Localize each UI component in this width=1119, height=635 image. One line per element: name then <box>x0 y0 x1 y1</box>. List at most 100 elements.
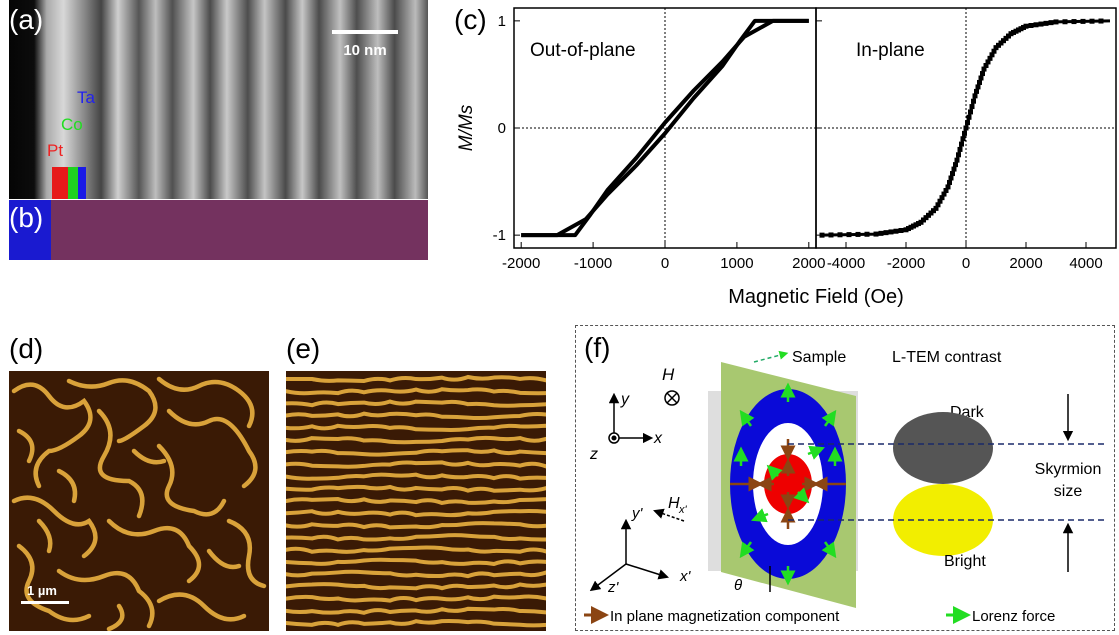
panel-label-b: (b) <box>9 202 44 233</box>
data-point <box>951 166 957 172</box>
data-point <box>846 232 852 238</box>
panel-a: 10 nm Ta Co Pt (a) <box>9 0 428 199</box>
data-point <box>1033 22 1039 28</box>
x-axis-label: Magnetic Field (Oe) <box>728 286 904 308</box>
stripe-domain <box>286 387 546 396</box>
panel-label-c: (c) <box>454 4 487 35</box>
data-point <box>968 109 973 115</box>
scale-bar-label-a: 10 nm <box>343 42 386 59</box>
stripe-domain <box>286 594 546 603</box>
stripe-domain <box>286 557 546 567</box>
panel-label-d: (d) <box>9 333 44 364</box>
stripe-domain <box>286 618 546 628</box>
x-tick-label: -2000 <box>887 255 925 272</box>
series-line-0-0 <box>521 18 809 238</box>
stripe-domain <box>286 423 546 433</box>
axis-y-prime: y' <box>631 505 644 522</box>
axis-z-prime: z' <box>607 579 620 596</box>
data-point <box>1028 23 1034 28</box>
data-point <box>974 88 979 94</box>
data-point <box>969 104 975 110</box>
chart-title-out-of-plane: Out-of-plane <box>530 40 636 61</box>
data-point <box>971 98 976 104</box>
layer-block-co <box>68 167 78 199</box>
magnetization-arrows <box>730 439 846 529</box>
data-point <box>983 63 989 68</box>
data-point <box>864 231 870 237</box>
data-point <box>1071 19 1077 25</box>
data-point <box>935 202 941 208</box>
axis-z: z <box>589 446 598 463</box>
data-point <box>873 231 879 237</box>
data-point <box>956 152 961 158</box>
data-point <box>987 55 993 61</box>
contrast-title: L-TEM contrast <box>892 349 1002 366</box>
data-point <box>960 136 966 142</box>
data-point <box>941 191 947 197</box>
skyrmion-schematic: y x z H y' x' z' H x' Sample <box>584 349 1106 625</box>
data-point <box>943 188 949 193</box>
data-point <box>991 48 997 54</box>
scale-bar-a <box>332 30 398 34</box>
data-point <box>975 84 981 90</box>
data-point <box>1023 23 1029 29</box>
data-point <box>819 232 825 238</box>
stripe-domain <box>286 582 546 591</box>
data-point <box>1062 19 1068 25</box>
dark-contrast-ellipse <box>893 412 993 484</box>
stripe-domain <box>286 448 546 457</box>
chart-title-in-plane: In-plane <box>856 40 925 61</box>
lorenz-force-arrows <box>733 382 843 586</box>
x-tick-label: 0 <box>962 255 970 272</box>
data-point <box>965 120 970 126</box>
data-point <box>948 175 954 181</box>
stripe-domain <box>286 460 546 469</box>
tem-image: 10 nm Ta Co Pt <box>9 0 428 199</box>
layer-label-pt: Pt <box>47 141 63 160</box>
panel-b: (b) <box>9 200 428 260</box>
y-axis-label: M/Ms <box>456 104 477 151</box>
stripe-domain <box>286 497 546 506</box>
data-point <box>1048 20 1054 26</box>
data-point <box>945 184 951 190</box>
x-tick-label: -2000 <box>502 255 540 272</box>
scale-bar-label-d: 1 µm <box>27 583 57 598</box>
field-h-tilted: H <box>668 495 680 512</box>
axis-y: y <box>620 391 630 408</box>
axes-rotated <box>589 508 685 592</box>
legend-magnetization: In plane magnetization component <box>610 608 840 625</box>
data-point <box>981 66 987 72</box>
mfm-image-labyrinth: 1 µm <box>9 371 269 631</box>
scale-bar-d <box>21 601 69 604</box>
stripe-domain <box>286 521 546 530</box>
data-point <box>966 114 972 120</box>
panel-f: (f) y x z H y' x' z' <box>575 325 1115 631</box>
stripe-domain <box>286 545 546 554</box>
data-point <box>1080 18 1086 24</box>
hysteresis-chart: Out-of-plane In-plane Magnetic Field (Oe… <box>456 7 1117 308</box>
stripe-domain <box>286 411 546 421</box>
x-tick-label: 1000 <box>720 255 753 272</box>
panel-label-f: (f) <box>584 332 611 363</box>
axis-x: x <box>653 430 663 447</box>
data-point <box>855 231 861 237</box>
data-point <box>878 230 884 236</box>
x-tick-label: -1000 <box>574 255 612 272</box>
theta-label: θ <box>734 577 742 594</box>
x-tick-label: 0 <box>661 255 669 272</box>
axis-x-prime: x' <box>679 568 692 585</box>
data-point <box>978 75 984 81</box>
data-point <box>893 228 899 234</box>
data-point <box>828 232 834 238</box>
skyrmion-size-label-2: size <box>1054 483 1083 500</box>
eds-map <box>9 200 428 260</box>
sample-label: Sample <box>792 349 846 366</box>
field-h-tilted-sub: x' <box>678 504 688 516</box>
layer-label-ta: Ta <box>77 88 96 107</box>
data-point <box>963 125 969 131</box>
stripe-domain <box>286 569 546 579</box>
stripe-domain <box>286 374 546 384</box>
data-point <box>989 52 995 58</box>
data-point <box>1043 20 1049 26</box>
field-h: H <box>662 365 675 384</box>
